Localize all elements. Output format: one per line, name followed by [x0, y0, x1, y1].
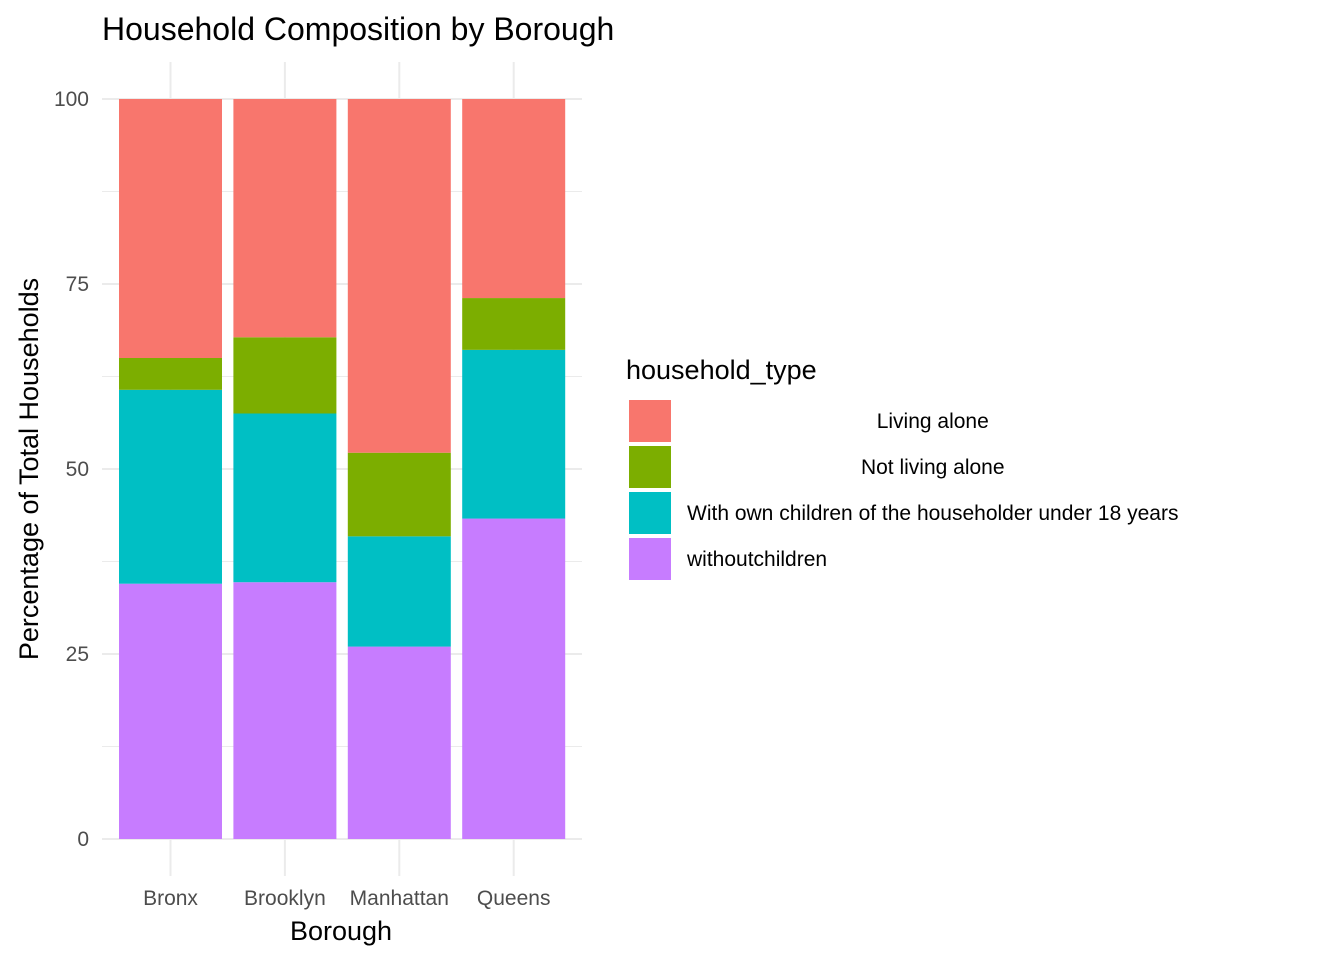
y-tick-label: 0 — [77, 828, 89, 851]
bars — [119, 99, 566, 839]
x-tick-label: Bronx — [143, 887, 198, 910]
bar-segment — [233, 99, 337, 338]
legend-key — [629, 492, 671, 534]
y-axis-ticks: 0 25 50 75 100 — [54, 88, 89, 851]
bar-segment — [119, 358, 222, 390]
bar-segment — [233, 582, 337, 839]
x-axis-title: Borough — [290, 916, 392, 946]
y-tick-label: 100 — [54, 88, 89, 111]
y-tick-label: 25 — [66, 643, 89, 666]
bar-segment — [347, 452, 451, 537]
legend-key — [629, 538, 671, 580]
bar-segment — [233, 337, 337, 414]
legend-key — [629, 446, 671, 488]
bar-segment — [462, 99, 566, 299]
bar-segment — [119, 583, 222, 839]
x-tick-label: Brooklyn — [244, 887, 326, 910]
bar-segment — [462, 349, 566, 519]
x-axis-ticks: Bronx Brooklyn Manhattan Queens — [143, 887, 550, 910]
y-axis-title: Percentage of Total Households — [14, 278, 44, 660]
bar-segment — [119, 99, 222, 358]
bar-segment — [462, 298, 566, 350]
legend-key — [629, 400, 671, 442]
legend-title: household_type — [626, 355, 817, 385]
bar-segment — [462, 518, 566, 839]
bar-segment — [347, 646, 451, 839]
legend: household_type Living alone Not living al… — [626, 355, 1178, 580]
bar-segment — [347, 536, 451, 647]
bar-segment — [233, 413, 337, 583]
legend-label: Living alone — [877, 410, 989, 433]
chart-title: Household Composition by Borough — [102, 11, 614, 47]
bar-segment — [119, 389, 222, 584]
y-tick-label: 75 — [66, 273, 89, 296]
bar-segment — [347, 99, 451, 453]
legend-label: With own children of the householder und… — [687, 502, 1178, 525]
x-tick-label: Queens — [477, 887, 551, 910]
legend-label: Not living alone — [861, 456, 1005, 479]
x-tick-label: Manhattan — [350, 887, 449, 910]
legend-label: withoutchildren — [686, 548, 827, 571]
y-tick-label: 50 — [66, 458, 89, 481]
